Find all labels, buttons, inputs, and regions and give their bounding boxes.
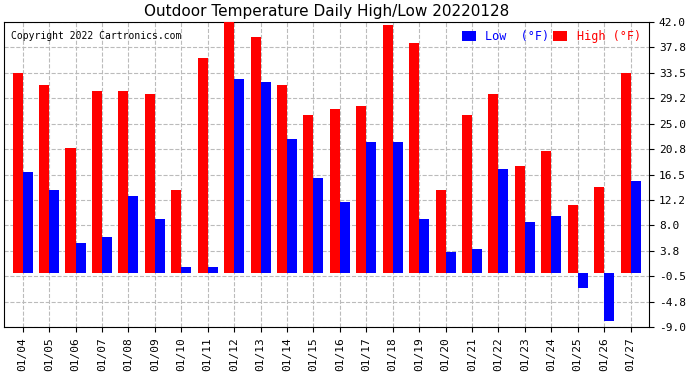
Bar bbox=[409, 43, 419, 273]
Bar bbox=[604, 273, 614, 321]
Bar bbox=[330, 109, 340, 273]
Bar bbox=[155, 219, 165, 273]
Bar bbox=[313, 177, 324, 273]
Bar bbox=[366, 142, 376, 273]
Bar bbox=[277, 85, 287, 273]
Bar bbox=[171, 189, 181, 273]
Bar bbox=[208, 267, 218, 273]
Bar bbox=[119, 91, 128, 273]
Bar bbox=[498, 168, 509, 273]
Bar bbox=[489, 94, 498, 273]
Bar bbox=[435, 189, 446, 273]
Bar bbox=[49, 189, 59, 273]
Bar bbox=[224, 16, 234, 273]
Bar bbox=[383, 25, 393, 273]
Bar bbox=[568, 204, 578, 273]
Bar bbox=[66, 148, 75, 273]
Bar bbox=[472, 249, 482, 273]
Bar bbox=[250, 37, 261, 273]
Bar bbox=[181, 267, 191, 273]
Bar bbox=[525, 222, 535, 273]
Bar bbox=[75, 243, 86, 273]
Bar bbox=[578, 273, 588, 288]
Bar bbox=[128, 195, 139, 273]
Bar bbox=[620, 73, 631, 273]
Bar bbox=[102, 237, 112, 273]
Bar bbox=[393, 142, 403, 273]
Bar bbox=[39, 85, 49, 273]
Bar bbox=[551, 216, 562, 273]
Bar bbox=[594, 186, 604, 273]
Text: Copyright 2022 Cartronics.com: Copyright 2022 Cartronics.com bbox=[10, 31, 181, 41]
Legend: Low  (°F), High (°F): Low (°F), High (°F) bbox=[460, 28, 643, 45]
Bar bbox=[145, 94, 155, 273]
Bar bbox=[340, 201, 350, 273]
Title: Outdoor Temperature Daily High/Low 20220128: Outdoor Temperature Daily High/Low 20220… bbox=[144, 4, 509, 19]
Bar bbox=[462, 115, 472, 273]
Bar bbox=[515, 165, 525, 273]
Bar bbox=[287, 139, 297, 273]
Bar bbox=[197, 58, 208, 273]
Bar bbox=[261, 82, 270, 273]
Bar bbox=[23, 171, 32, 273]
Bar bbox=[419, 219, 429, 273]
Bar bbox=[446, 252, 455, 273]
Bar bbox=[12, 73, 23, 273]
Bar bbox=[92, 91, 102, 273]
Bar bbox=[356, 106, 366, 273]
Bar bbox=[304, 115, 313, 273]
Bar bbox=[234, 79, 244, 273]
Bar bbox=[631, 180, 640, 273]
Bar bbox=[541, 151, 551, 273]
